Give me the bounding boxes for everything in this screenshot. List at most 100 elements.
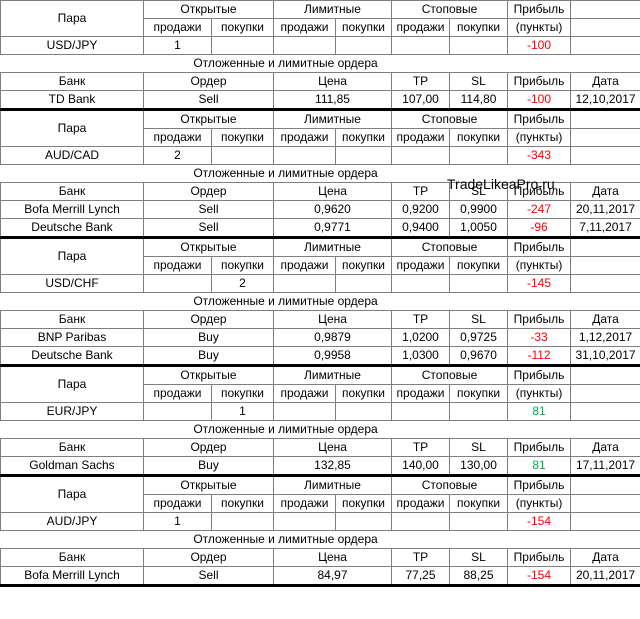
date-header: Дата [570,72,640,91]
date: 7,11,2017 [570,218,640,239]
open-buy: 1 [211,402,274,421]
profit: -247 [507,200,572,219]
date: 20,11,2017 [570,200,640,219]
empty-cell [334,402,393,421]
empty-cell [334,146,393,165]
empty-cell [570,256,640,275]
profit-header: Прибыль [507,438,572,457]
buy-header: покупки [449,494,509,513]
row: Deutsche Bank Buy 0,9958 1,0300 0,9670 -112 31… [0,346,640,367]
pair: AUD/CAD [0,146,144,165]
profit: -100 [507,90,572,111]
row: Goldman Sachs Buy 132,85 140,00 130,00 81 17,1… [0,456,640,477]
row: Отложенные и лимитные ордера [0,54,640,73]
sl-header: SL [449,310,509,329]
profit: -154 [507,512,572,531]
profit-header: Прибыль [507,72,572,91]
empty-cell [449,402,509,421]
sell-header: продажи [273,494,336,513]
row: AUD/JPY 1 -154 [0,512,640,531]
empty-cell [449,146,509,165]
buy-header: покупки [449,18,509,37]
limit-header: Лимитные [272,0,393,19]
bank-header: Банк [0,548,144,567]
pending-title: Отложенные и лимитные ордера [0,54,571,73]
empty-cell [273,512,336,531]
row: Банк Ордер Цена TP SL Прибыль Дата [0,438,640,457]
order: Sell [143,90,274,111]
pair: USD/JPY [0,36,144,55]
sell-header: продажи [143,256,212,275]
row: продажи покупки продажи покупки продажи покуп… [1,256,640,275]
empty-cell [570,164,640,183]
stop-header: Стоповые [391,365,509,385]
empty-cell [570,292,640,311]
open-header: Открытые [143,475,274,495]
row: Bofa Merrill Lynch Sell 84,97 77,25 88,25 -15… [0,566,640,587]
order: Buy [143,346,274,367]
open-header: Открытые [143,0,274,19]
stop-header: Стоповые [391,475,509,495]
sell-header: продажи [273,384,336,403]
order-header: Ордер [143,72,274,91]
empty-cell [449,36,509,55]
pair-header: Пара [0,475,144,513]
sell-header: продажи [143,128,212,147]
row: USD/JPY 1 -100 [0,36,640,55]
row: Пара Открытые Лимитные Стоповые Прибыль [0,0,640,37]
sl: 0,9670 [449,346,509,367]
empty-cell [570,128,640,147]
row: USD/CHF 2 -145 [0,274,640,293]
pair-header: Пара [0,365,144,403]
buy-header: покупки [211,256,274,275]
profit-header: Прибыль [507,365,572,385]
empty-cell [570,36,640,55]
profit: -343 [507,146,572,165]
orders-table: Пара Открытые Лимитные Стоповые Прибыль прода… [0,0,640,587]
tp-header: TP [391,548,451,567]
pair: USD/CHF [0,274,144,293]
buy-header: покупки [334,128,393,147]
tp: 140,00 [391,456,451,477]
tp: 0,9200 [391,200,451,219]
price: 84,97 [272,566,393,587]
empty-cell [570,384,640,403]
buy-header: покупки [334,256,393,275]
profit-header: Прибыль [507,237,572,257]
sell-header: продажи [391,384,451,403]
pair: EUR/JPY [0,402,144,421]
order-header: Ордер [143,182,274,201]
empty-cell [570,402,640,421]
open-sell [143,402,212,421]
tp: 0,9400 [391,218,451,239]
date-header: Дата [570,438,640,457]
profit-header: Прибыль [507,0,572,19]
row: Отложенные и лимитные ордера [0,420,640,439]
order: Sell [143,218,274,239]
profit-header: Прибыль [507,548,572,567]
open-sell [143,274,212,293]
row: продажи покупки продажи покупки продажи покуп… [1,384,640,403]
tp-header: TP [391,438,451,457]
sl-header: SL [449,438,509,457]
date: 1,12,2017 [570,328,640,347]
row: Банк Ордер Цена TP SL Прибыль Дата [0,310,640,329]
profit: -145 [507,274,572,293]
open-header: Открытые [143,365,274,385]
buy-header: покупки [211,494,274,513]
row: Банк Ордер Цена TP SL Прибыль Дата [0,72,640,91]
tp: 1,0200 [391,328,451,347]
row: продажи покупки продажи покупки продажи покуп… [1,18,640,37]
points-header: (пункты) [507,128,572,147]
sl: 88,25 [449,566,509,587]
empty-cell [570,0,640,19]
date-header: Дата [570,182,640,201]
order-header: Ордер [143,548,274,567]
profit: -100 [507,36,572,55]
open-header: Открытые [143,237,274,257]
row: TD Bank Sell 111,85 107,00 114,80 -100 12,10,2… [0,90,640,111]
row: Deutsche Bank Sell 0,9771 0,9400 1,0050 -96 7,… [0,218,640,239]
pending-title: Отложенные и лимитные ордера [0,292,571,311]
sell-header: продажи [273,256,336,275]
profit-header: Прибыль [507,475,572,495]
